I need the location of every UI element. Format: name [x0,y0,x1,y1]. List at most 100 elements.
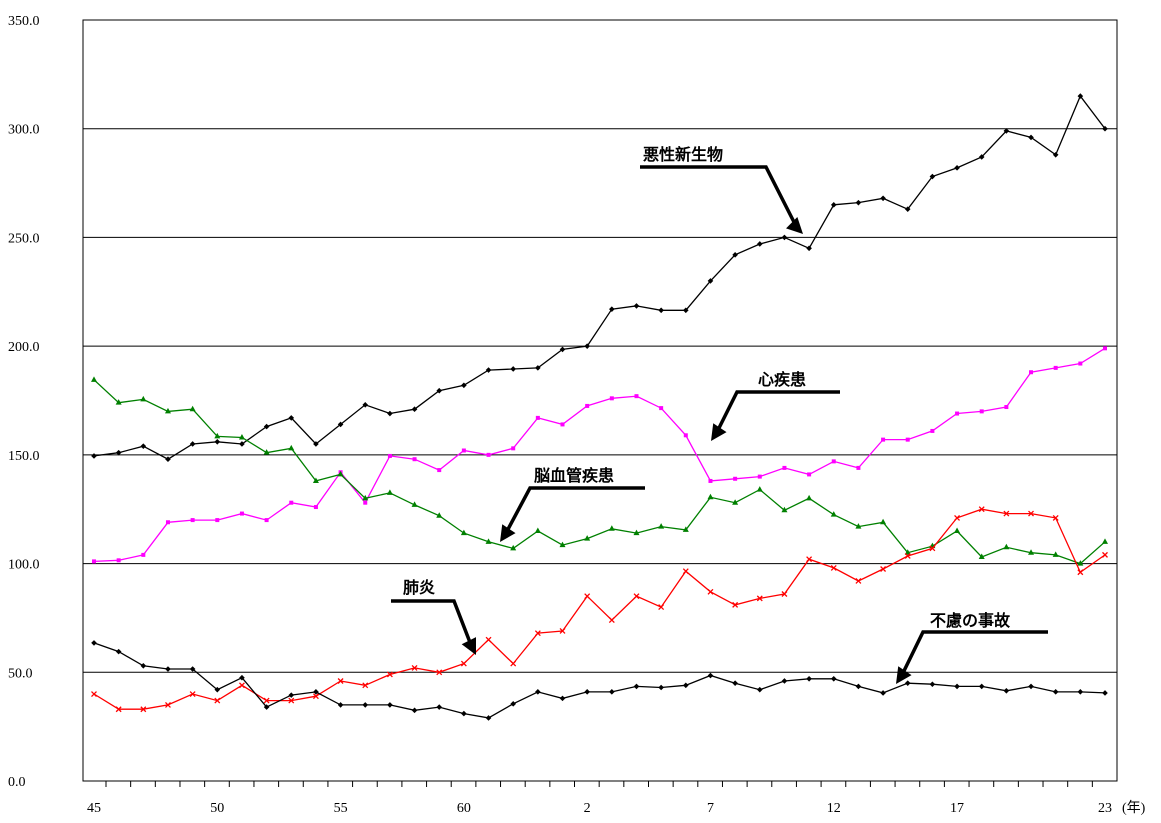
series-line [93,508,1106,710]
annotation-label: 悪性新生物 [643,145,723,164]
series-1 [91,93,1108,463]
data-point [979,409,984,414]
data-point [633,683,640,690]
data-point [682,568,689,575]
data-point [954,683,960,690]
data-point [141,552,146,557]
data-point [263,704,270,710]
data-point [683,307,689,314]
data-point [707,278,714,284]
data-point [312,693,319,700]
data-point [1078,361,1083,366]
annotation-arrowhead [711,423,727,441]
data-point [461,710,467,717]
data-point [313,689,319,695]
data-point [165,456,171,463]
data-point [707,493,714,500]
data-point [436,387,443,394]
data-point [855,199,862,206]
y-tick-label: 200.0 [8,340,40,355]
data-point [1102,125,1108,132]
y-tick-label: 50.0 [8,666,33,681]
data-point [313,505,318,510]
data-point [387,410,393,417]
annotation-arrowhead [786,217,803,234]
x-axis: 45 50 55 60 2 7 12 17 23 (年) [87,781,1146,816]
data-point [830,564,837,571]
data-point [313,441,319,447]
data-point [140,706,147,713]
data-point [288,415,295,421]
data-point [929,681,936,688]
data-point [781,678,788,684]
data-point [214,439,221,445]
data-point [609,396,614,401]
data-point [362,682,369,689]
data-point [682,526,689,532]
data-point [633,303,640,309]
data-point [608,617,615,624]
data-point [929,173,936,180]
data-point [1052,152,1059,158]
annotation-label: 肺炎 [403,578,435,597]
data-point [1052,689,1059,695]
data-point [436,704,443,710]
data-point [929,545,936,552]
data-point [436,669,443,676]
data-point [140,395,147,402]
data-point [1077,560,1084,566]
data-point [214,686,221,693]
data-point [978,683,985,690]
data-point [510,660,517,667]
data-point [757,474,762,479]
data-point [460,529,467,536]
data-point [289,500,294,505]
data-point [92,559,96,564]
data-point [978,506,985,513]
data-point [189,405,196,412]
data-point [781,506,788,513]
annotation-label: 脳血管疾患 [534,466,614,485]
data-point [584,343,590,349]
data-point [609,306,615,312]
data-point [91,691,97,697]
x-tick-label: 55 [334,801,348,816]
data-point [806,676,812,682]
data-point [238,433,245,440]
data-point [905,437,910,442]
data-point [830,202,837,208]
data-point [756,595,763,602]
data-point [461,382,467,389]
plot-frame [82,19,1118,782]
data-point [460,660,467,667]
data-point [855,523,862,529]
data-point [115,449,122,456]
annotation-4: 肺炎 [391,578,476,655]
data-point [263,449,270,455]
data-point [683,433,688,438]
data-point [535,415,540,420]
series-5 [91,640,1108,721]
data-point [288,697,295,704]
annotation-arrow-line [900,630,1048,676]
data-point [387,702,393,708]
data-point [165,520,170,525]
annotation-arrow-line [504,486,645,534]
data-point [189,691,196,697]
data-point [856,465,861,470]
data-point [559,346,566,353]
data-point [1102,551,1108,558]
data-point [608,525,615,531]
data-point [1102,690,1108,696]
data-point [658,307,664,314]
data-point [140,443,147,449]
data-point [362,402,369,408]
annotation-label: 心疾患 [758,370,806,389]
data-point [978,553,985,560]
data-point [732,601,739,608]
data-point [1003,510,1010,517]
annotation-arrow-line [715,390,840,433]
data-point [559,541,566,548]
